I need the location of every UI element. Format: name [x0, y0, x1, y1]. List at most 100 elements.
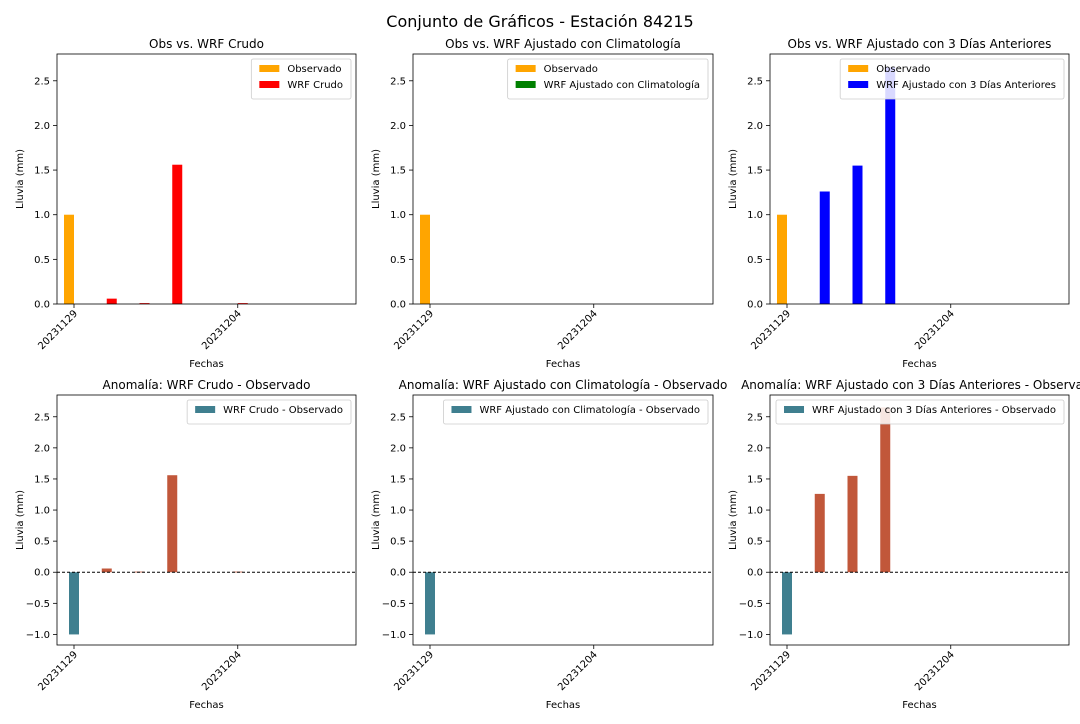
- legend-box: [507, 58, 709, 100]
- panel-title: Obs vs. WRF Ajustado con 3 Días Anterior…: [788, 37, 1052, 51]
- y-tick-label: 2.0: [747, 443, 763, 454]
- y-tick-label: 2.5: [747, 76, 763, 87]
- y-tick-label: 1.0: [747, 210, 763, 221]
- x-axis-label: Fechas: [902, 700, 937, 711]
- legend-box: [186, 399, 352, 425]
- y-tick-label: 2.0: [390, 121, 406, 132]
- bar-2: [101, 568, 112, 573]
- bar-1: [69, 572, 79, 635]
- y-tick-label: 1.5: [747, 474, 763, 485]
- panel-title: Anomalía: WRF Crudo - Observado: [103, 378, 311, 392]
- legend-label: Observado: [544, 64, 598, 75]
- legend-label: Observado: [287, 64, 341, 75]
- panel-title: Anomalía: WRF Ajustado con 3 Días Anteri…: [741, 378, 1080, 392]
- y-axis-label: Lluvia (mm): [15, 149, 26, 209]
- legend-box: [839, 58, 1065, 100]
- legend-swatch: [848, 65, 869, 72]
- y-tick-label: 0.5: [34, 255, 50, 266]
- legend-label: WRF Ajustado con Climatología - Observad…: [479, 404, 700, 416]
- x-axis-label: Fechas: [189, 359, 224, 370]
- chart-panel-6: Anomalía: WRF Ajustado con 3 Días Anteri…: [728, 378, 1080, 711]
- y-tick-label: 0.0: [747, 568, 763, 579]
- y-tick-label: 2.0: [747, 121, 763, 132]
- y-tick-label: 0.5: [390, 537, 406, 548]
- axes-frame: [412, 53, 714, 305]
- bar-2-6: [237, 303, 248, 304]
- y-tick-label: −0.5: [382, 599, 406, 610]
- axes-frame: [56, 394, 357, 646]
- bars-group: [64, 164, 248, 304]
- y-tick-label: 1.5: [390, 166, 406, 177]
- y-tick-label: 0.0: [34, 300, 50, 311]
- y-tick-label: 0.5: [747, 255, 763, 266]
- y-tick-label: 2.0: [34, 121, 50, 132]
- bar-1: [425, 572, 435, 635]
- legend-label: WRF Ajustado con Climatología: [544, 79, 700, 91]
- legend: WRF Crudo - Observado: [186, 399, 352, 425]
- y-tick-label: −0.5: [739, 599, 763, 610]
- x-axis-label: Fechas: [189, 700, 224, 711]
- legend-swatch: [515, 81, 536, 88]
- figure-title: Conjunto de Gráficos - Estación 84215: [386, 12, 693, 31]
- bar-2-3: [139, 303, 150, 304]
- bar-4: [167, 475, 178, 573]
- legend-swatch: [784, 406, 805, 413]
- y-axis-label: Lluvia (mm): [15, 490, 26, 550]
- bar-4: [880, 407, 891, 573]
- y-tick-label: 2.5: [390, 76, 406, 87]
- legend-swatch: [848, 81, 869, 88]
- y-tick-label: 0.5: [747, 537, 763, 548]
- x-axis-label: Fechas: [902, 359, 937, 370]
- legend-label: WRF Ajustado con 3 Días Anteriores: [876, 79, 1056, 91]
- bar-1-1: [420, 214, 430, 304]
- bar-2-4: [172, 164, 183, 304]
- legend-label: WRF Crudo - Observado: [223, 405, 343, 416]
- y-tick-label: 1.5: [747, 166, 763, 177]
- legend: Observado WRF Ajustado con 3 Días Anterio…: [839, 58, 1065, 100]
- panel-title: Obs vs. WRF Crudo: [149, 37, 264, 51]
- legend: Observado WRF Ajustado con Climatología: [507, 58, 709, 100]
- y-tick-label: 0.0: [390, 300, 406, 311]
- y-tick-label: 0.0: [747, 300, 763, 311]
- axes-frame: [769, 394, 1070, 646]
- legend-label: WRF Ajustado con 3 Días Anteriores - Obs…: [812, 404, 1056, 416]
- legend-label: WRF Crudo: [287, 80, 343, 91]
- y-tick-label: 0.0: [34, 568, 50, 579]
- bar-1-1: [64, 214, 74, 304]
- y-tick-label: 2.0: [34, 443, 50, 454]
- bar-2: [814, 493, 825, 573]
- legend-swatch: [515, 65, 536, 72]
- panel-title: Anomalía: WRF Ajustado con Climatología …: [399, 378, 728, 392]
- y-tick-label: 2.5: [390, 412, 406, 423]
- legend-box: [443, 399, 709, 425]
- legend: Observado WRF Crudo: [250, 58, 352, 100]
- bar-2-2: [106, 298, 117, 304]
- bar-1-1: [777, 214, 787, 304]
- legend: WRF Ajustado con Climatología - Observad…: [443, 399, 709, 425]
- panel-title: Obs vs. WRF Ajustado con Climatología: [445, 37, 681, 51]
- bar-2-3: [852, 165, 863, 304]
- y-axis-label: Lluvia (mm): [728, 490, 739, 550]
- y-axis-label: Lluvia (mm): [371, 490, 382, 550]
- bar-3: [847, 475, 858, 573]
- y-tick-label: 2.5: [34, 412, 50, 423]
- y-tick-label: 1.0: [390, 506, 406, 517]
- bars-group: [782, 407, 891, 635]
- y-tick-label: 1.5: [34, 474, 50, 485]
- legend-label: Observado: [876, 64, 930, 75]
- y-tick-label: 2.0: [390, 443, 406, 454]
- y-tick-label: −1.0: [739, 630, 763, 641]
- legend-swatch: [195, 406, 216, 413]
- y-tick-label: −0.5: [26, 599, 50, 610]
- axes-frame: [56, 53, 357, 305]
- y-tick-label: −1.0: [26, 630, 50, 641]
- legend-swatch: [451, 406, 472, 413]
- bar-1: [782, 572, 792, 635]
- y-tick-label: 1.5: [390, 474, 406, 485]
- legend-box: [775, 399, 1065, 425]
- y-tick-label: 0.0: [390, 568, 406, 579]
- bars-group: [777, 67, 896, 304]
